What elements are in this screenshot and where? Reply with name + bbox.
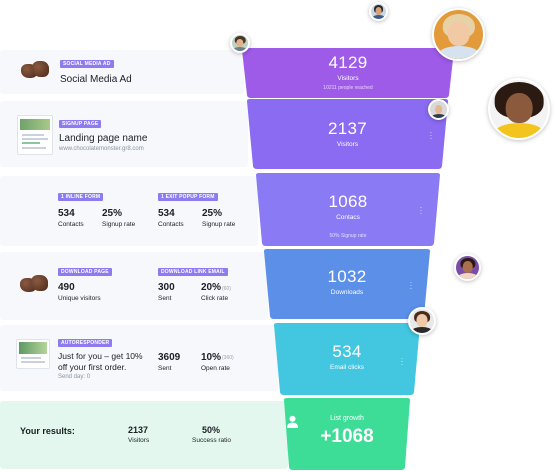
results-success-label: Success ratio: [192, 437, 232, 444]
click-rate-count: (60): [222, 286, 231, 292]
funnel-segment-shape: [242, 48, 454, 98]
send-day: Send day: 0: [58, 374, 91, 380]
exit-contacts-value: 534: [158, 208, 175, 219]
funnel-segment-contacts[interactable]: 1068 Contacs 50% Signup rate · · ·: [256, 173, 440, 246]
row-autoresponder[interactable]: AUTORESPONDER Just for you – get 10% off…: [0, 325, 278, 391]
funnel-segment-visitors[interactable]: 4129 Visitors 10211 people reached: [242, 48, 454, 98]
funnel-segment-signup-visitors[interactable]: 2137 Visitors · · ·: [247, 99, 448, 169]
avatar-man-bald: [428, 99, 449, 120]
open-rate-label: Open rate: [201, 365, 230, 372]
funnel-visitors-value: 4129: [328, 53, 368, 72]
vertical-dots-icon[interactable]: · · ·: [400, 354, 404, 369]
tag-inline-form: 1 INLINE FORM: [58, 193, 104, 201]
email-sent-value: 300: [158, 282, 175, 293]
email-sent-label: Sent: [158, 295, 172, 302]
avatar-woman-large: [432, 8, 485, 61]
avatar-woman-purple: [454, 254, 481, 281]
autoresponder-sent-label: Sent: [158, 365, 172, 372]
results-visitors-label: Visitors: [128, 437, 150, 444]
funnel-segment-downloads[interactable]: 1032 Downloads · · ·: [264, 249, 430, 319]
results-visitors-value: 2137: [128, 425, 149, 435]
unique-visitors-label: Unique visitors: [58, 295, 101, 302]
funnel-segment-shape: [247, 99, 448, 169]
row-results: Your results: 2137 Visitors 50% Success …: [0, 401, 288, 469]
funnel-email-clicks-value: 534: [332, 342, 362, 361]
avatar-woman-brunette: [408, 307, 436, 335]
people-reached-note: 10211 people reached: [323, 85, 373, 91]
row-download[interactable]: DOWNLOAD PAGE 490 Unique visitors DOWNLO…: [0, 252, 268, 320]
autoresponder-subject-line1: Just for you – get 10%: [58, 351, 143, 361]
autoresponder-sent-value: 3609: [158, 352, 181, 363]
vertical-dots-icon[interactable]: · · ·: [409, 278, 413, 293]
autoresponder-subject-line2: off your first order.: [58, 362, 127, 372]
open-rate-value: 10%: [201, 352, 222, 363]
results-success-value: 50%: [202, 425, 221, 435]
exit-contacts-label: Contacts: [158, 221, 184, 228]
funnel-visitors-label: Visitors: [337, 75, 359, 82]
tag-autoresponder: AUTORESPONDER: [58, 339, 113, 347]
funnel-downloads-label: Downloads: [330, 289, 364, 296]
open-rate-count: (360): [222, 355, 234, 361]
avatar-man-small: [369, 2, 388, 21]
funnel-segment-list-growth: List growth +1068: [284, 398, 410, 470]
inline-rate-value: 25%: [102, 208, 123, 219]
user-icon: [286, 415, 299, 428]
vertical-dots-icon[interactable]: · · ·: [429, 128, 433, 143]
funnel-segment-shape: [284, 398, 410, 470]
inline-contacts-value: 534: [58, 208, 75, 219]
avatar-man-glasses: [230, 33, 250, 53]
funnel-email-clicks-label: Email clicks: [330, 364, 364, 371]
click-rate-label: Click rate: [201, 295, 229, 302]
tag-exit-popup-form: 1 EXIT POPUP FORM: [158, 193, 218, 201]
funnel-signup-visitors-label: Visitors: [336, 141, 359, 148]
funnel-downloads-value: 1032: [327, 267, 367, 286]
funnel-segment-shape: [256, 173, 440, 246]
list-growth-value: +1068: [320, 426, 374, 447]
landing-page-name: Landing page name: [59, 133, 148, 144]
chocolate-thumbnail: [17, 272, 51, 298]
funnel-segment-email-clicks[interactable]: 534 Email clicks · · ·: [274, 323, 420, 395]
list-growth-title: List growth: [330, 415, 364, 422]
funnel-contacts-value: 1068: [328, 192, 368, 211]
funnel-signup-visitors-value: 2137: [327, 119, 368, 138]
unique-visitors-value: 490: [58, 282, 75, 293]
tag-download-page: DOWNLOAD PAGE: [58, 268, 112, 276]
row-signup-page[interactable]: SIGNUP PAGE Landing page name www.chocol…: [0, 101, 248, 167]
results-label: Your results:: [20, 426, 75, 436]
avatar-woman-smiling: [488, 78, 550, 140]
social-ad-title: Social Media Ad: [60, 74, 132, 85]
tag-download-link-email: DOWNLOAD LINK EMAIL: [158, 268, 228, 276]
exit-rate-label: Signup rate: [202, 221, 236, 228]
vertical-dots-icon[interactable]: · · ·: [419, 203, 423, 218]
funnel-contacts-label: Contacs: [336, 214, 360, 221]
funnel-segment-shape: [264, 249, 430, 319]
landing-page-url[interactable]: www.chocolatemonster.gr8.com: [59, 146, 144, 152]
row-social-media-ad[interactable]: SOCIAL MEDIA AD Social Media Ad: [0, 50, 244, 94]
inline-contacts-label: Contacts: [58, 221, 84, 228]
funnel-segment-shape: [274, 323, 420, 395]
landing-page-thumbnail: [17, 115, 53, 155]
inline-rate-label: Signup rate: [102, 221, 136, 228]
tag-signup-page: SIGNUP PAGE: [59, 120, 102, 128]
click-rate-value: 20%: [201, 282, 222, 293]
row-forms[interactable]: 1 INLINE FORM 534 Contacts 25% Signup ra…: [0, 176, 258, 246]
email-thumbnail: [16, 339, 50, 369]
chocolate-thumbnail: [18, 58, 52, 84]
tag-social-media-ad: SOCIAL MEDIA AD: [60, 60, 114, 68]
exit-rate-value: 25%: [202, 208, 223, 219]
signup-rate-note: 50% Signup rate: [329, 233, 367, 239]
